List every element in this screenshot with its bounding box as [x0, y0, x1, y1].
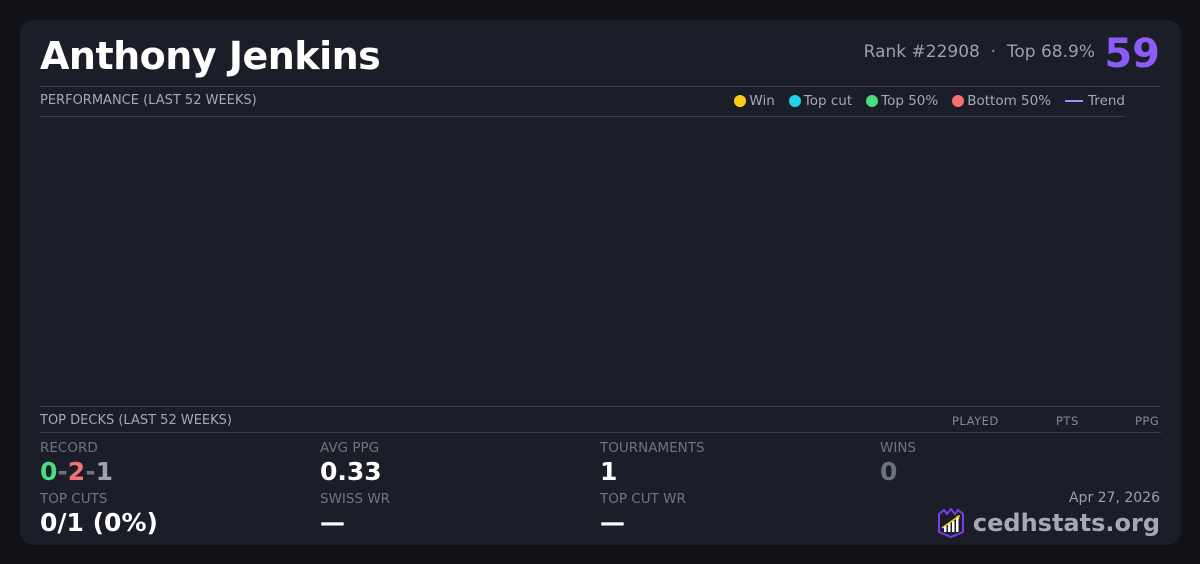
record-sep: - — [57, 457, 68, 486]
legend-label: Trend — [1088, 93, 1125, 109]
legend-bottom-50: Bottom 50% — [952, 93, 1051, 109]
divider — [40, 406, 1161, 407]
top-decks-title: TOP DECKS (LAST 52 WEEKS) — [40, 413, 232, 428]
stat-label: TOP CUTS — [40, 491, 108, 507]
chart-legend: Win Top cut Top 50% Bottom 50% Trend — [734, 93, 1125, 109]
record-sep: - — [85, 457, 96, 486]
win-dot-icon — [734, 95, 747, 107]
stat-label: TOP CUT WR — [600, 491, 686, 507]
brand-name[interactable]: cedhstats.org — [972, 509, 1160, 537]
stat-label: SWISS WR — [320, 491, 391, 507]
stat-top-cut-wr: TOP CUT WR — — [600, 491, 686, 537]
bottom-50-dot-icon — [952, 95, 965, 107]
top-percent: Top 68.9% — [1006, 42, 1095, 62]
legend-label: Bottom 50% — [967, 93, 1052, 109]
record-losses: 2 — [67, 457, 86, 486]
stat-label: AVG PPG — [320, 440, 380, 456]
record-value: 0-2-1 — [40, 457, 113, 486]
stat-swiss-wr: SWISS WR — — [320, 491, 390, 537]
top-50-dot-icon — [866, 95, 879, 107]
rank: Rank #22908 — [863, 42, 980, 62]
stat-value: 0 — [880, 457, 898, 486]
stat-value: — — [320, 508, 345, 537]
brand: cedhstats.org — [937, 508, 1160, 538]
stat-wins: WINS 0 — [880, 440, 916, 486]
divider — [40, 116, 1125, 117]
top-cut-dot-icon — [788, 95, 801, 107]
stat-value: — — [600, 508, 625, 537]
legend-top-50: Top 50% — [866, 93, 938, 109]
legend-win: Win — [734, 93, 775, 109]
legend-top-cut: Top cut — [788, 93, 853, 109]
stat-label: RECORD — [40, 440, 98, 456]
column-ppg: PPG — [1135, 414, 1160, 428]
logo-icon — [937, 508, 964, 538]
trend-line-icon — [1065, 100, 1084, 102]
divider — [40, 432, 1161, 433]
stat-tournaments: TOURNAMENTS 1 — [600, 440, 705, 486]
record-draws: 1 — [95, 457, 113, 486]
performance-chart-area — [40, 117, 1125, 405]
column-played: PLAYED — [952, 414, 999, 428]
date: Apr 27, 2026 — [1068, 490, 1160, 506]
divider — [40, 86, 1161, 87]
legend-trend: Trend — [1065, 93, 1125, 109]
stat-record: RECORD 0-2-1 — [40, 440, 113, 486]
legend-label: Top cut — [803, 93, 853, 109]
stat-label: TOURNAMENTS — [600, 440, 705, 456]
separator: · — [990, 42, 997, 62]
stat-avg-ppg: AVG PPG 0.33 — [320, 440, 382, 486]
stat-value: 0.33 — [320, 457, 382, 486]
performance-title: PERFORMANCE (LAST 52 WEEKS) — [40, 93, 257, 108]
rank-line: Rank #22908 · Top 68.9% — [864, 42, 1095, 62]
stat-value: 0/1 (0%) — [40, 508, 158, 537]
legend-label: Win — [749, 93, 775, 109]
stat-value: 1 — [600, 457, 618, 486]
player-score: 59 — [1104, 31, 1160, 77]
player-name: Anthony Jenkins — [40, 34, 381, 78]
column-pts: PTS — [1056, 414, 1079, 428]
player-card: Anthony Jenkins Rank #22908 · Top 68.9% … — [20, 20, 1181, 545]
stat-label: WINS — [880, 440, 916, 456]
record-wins: 0 — [40, 457, 58, 486]
legend-label: Top 50% — [881, 93, 939, 109]
stat-top-cuts: TOP CUTS 0/1 (0%) — [40, 491, 158, 537]
